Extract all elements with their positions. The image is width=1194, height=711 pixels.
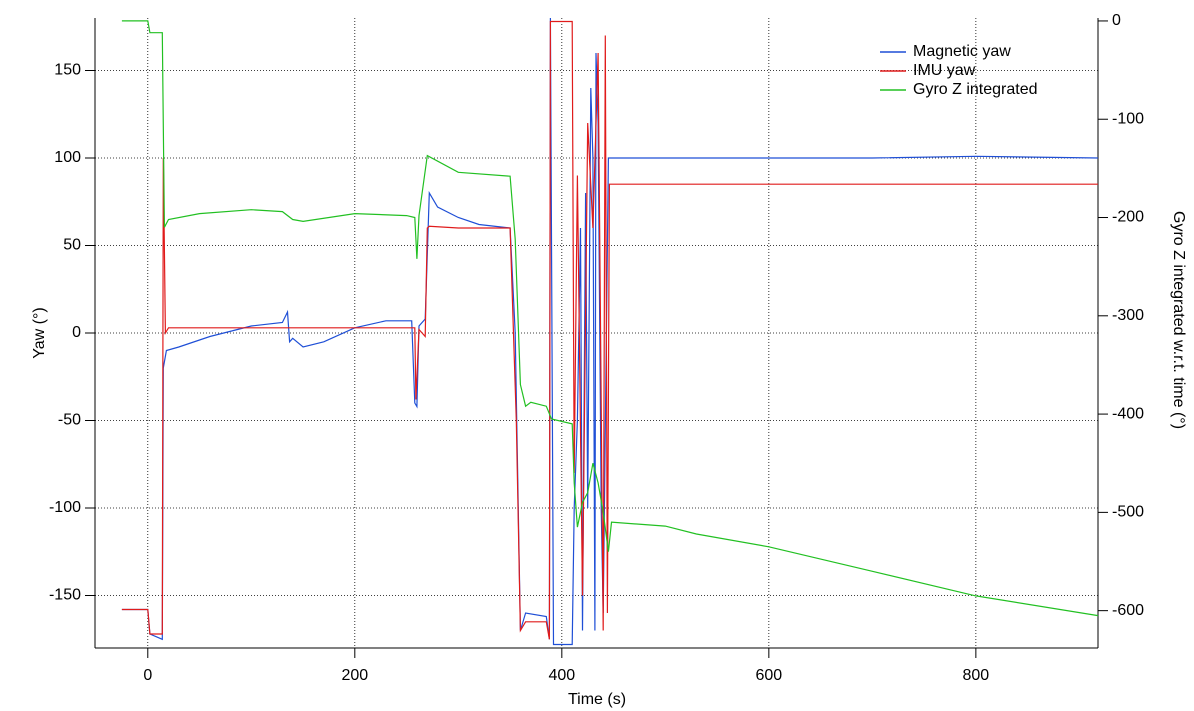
y2-tick-label: -100 [1112, 110, 1144, 127]
series-line [121, 17, 1099, 646]
x-tick-label: 200 [341, 667, 368, 684]
series-line [121, 20, 1098, 640]
y-tick-label: 50 [63, 237, 81, 254]
y-tick-label: -100 [49, 499, 81, 516]
y2-tick-label: -500 [1112, 504, 1144, 521]
x-axis-label: Time (s) [568, 691, 626, 708]
x-tick-label: 0 [143, 667, 152, 684]
x-tick-label: 400 [548, 667, 575, 684]
y-tick-label: 150 [54, 62, 81, 79]
legend-label: Magnetic yaw [913, 43, 1011, 60]
series-line [121, 20, 1099, 617]
legend-label: IMU yaw [913, 62, 976, 79]
y-tick-label: -50 [58, 412, 81, 429]
y2-tick-label: -200 [1112, 209, 1144, 226]
legend-label: Gyro Z integrated [913, 81, 1038, 98]
y-tick-label: -150 [49, 587, 81, 604]
x-tick-label: 600 [755, 667, 782, 684]
y2-tick-label: -400 [1112, 405, 1144, 422]
y2-axis-label: Gyro Z integrated w.r.t. time (°) [1170, 211, 1187, 429]
x-tick-label: 800 [963, 667, 990, 684]
y-tick-label: 0 [72, 324, 81, 341]
y2-tick-label: -600 [1112, 602, 1144, 619]
y-tick-label: 100 [54, 149, 81, 166]
y2-tick-label: -300 [1112, 307, 1144, 324]
y-axis-label: Yaw (°) [31, 307, 48, 358]
y2-tick-label: 0 [1112, 12, 1121, 29]
